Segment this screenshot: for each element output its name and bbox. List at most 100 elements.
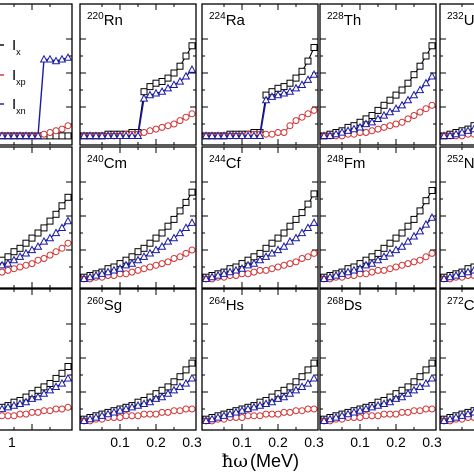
data-point-square (188, 359, 196, 367)
data-point-triangle (367, 117, 377, 126)
data-point-triangle (309, 70, 319, 78)
data-point-square (16, 244, 24, 252)
data-point-circle (380, 266, 388, 274)
data-point-circle (58, 405, 66, 413)
data-point-triangle (267, 248, 277, 257)
nucleus-label: 244Cf (209, 154, 242, 172)
data-point-circle (158, 123, 166, 131)
data-point-square (182, 52, 190, 60)
data-point-circle (416, 256, 424, 264)
panel-frame (0, 3, 73, 146)
nucleus-symbol: Fm (344, 155, 366, 172)
data-point-circle (40, 130, 48, 138)
panel-ticks (320, 147, 436, 288)
data-point-triangle (91, 131, 101, 139)
data-point-triangle (79, 274, 89, 282)
data-point-triangle (439, 416, 449, 424)
panel-p14: 252N (439, 146, 474, 289)
data-point-triangle (231, 131, 241, 139)
panel-frame (439, 288, 474, 431)
panel-p20 (0, 288, 73, 431)
x-tick-label: 0.1 (350, 434, 370, 450)
data-point-triangle (337, 269, 347, 277)
data-point-circle (28, 260, 36, 268)
data-point-triangle (225, 267, 235, 276)
data-point-triangle (27, 394, 37, 402)
data-point-circle (64, 122, 72, 130)
data-point-square (404, 79, 412, 87)
series-i-xp (0, 239, 72, 276)
data-point-circle (128, 268, 136, 276)
data-point-triangle (325, 272, 335, 281)
series-line (206, 74, 315, 137)
data-point-triangle (51, 382, 61, 390)
data-point-circle (152, 410, 160, 418)
data-point-circle (152, 125, 160, 133)
data-point-circle (310, 405, 318, 413)
data-point-triangle (157, 241, 167, 250)
x-tick-label: 1 (8, 434, 16, 450)
data-point-triangle (439, 274, 449, 282)
data-point-triangle (163, 389, 173, 397)
data-point-triangle (297, 228, 307, 237)
data-point-triangle (303, 75, 313, 83)
data-point-circle (392, 120, 400, 128)
data-point-triangle (445, 131, 455, 139)
data-point-triangle (261, 95, 271, 104)
panel-p10 (0, 146, 73, 289)
data-point-triangle (457, 127, 467, 136)
panel-ticks (13, 4, 72, 145)
data-point-circle (0, 412, 6, 420)
data-point-triangle (33, 241, 43, 250)
data-point-triangle (267, 92, 277, 100)
data-point-square (170, 378, 178, 386)
data-point-triangle (249, 258, 259, 267)
data-point-triangle (97, 131, 107, 139)
series-i-xn (0, 53, 73, 139)
data-point-circle (304, 253, 312, 261)
data-point-triangle (451, 129, 461, 138)
data-point-triangle (139, 93, 149, 102)
data-point-circle (188, 405, 196, 413)
data-point-square (34, 386, 42, 394)
data-point-circle (428, 249, 436, 257)
data-point-triangle (3, 131, 13, 139)
data-point-triangle (373, 400, 383, 409)
data-point-triangle (27, 245, 37, 254)
data-point-square (64, 193, 72, 201)
data-point-triangle (243, 131, 253, 139)
data-point-triangle (421, 219, 431, 228)
data-point-triangle (139, 252, 149, 260)
data-point-square (188, 188, 196, 196)
x-tick-label: 0.1 (110, 434, 130, 450)
data-point-triangle (273, 90, 283, 99)
data-point-triangle (57, 54, 67, 63)
data-point-triangle (181, 223, 191, 231)
nucleus-mass: 232 (447, 11, 464, 22)
data-point-circle (40, 407, 48, 415)
data-point-triangle (151, 394, 161, 402)
data-point-square (158, 229, 166, 237)
data-point-square (410, 71, 418, 79)
data-point-circle (416, 407, 424, 415)
data-point-triangle (51, 56, 61, 65)
panel-p11: 240Cm (79, 146, 197, 289)
data-point-circle (16, 410, 24, 418)
data-point-circle (22, 410, 30, 418)
panel-p22: 264Hs (201, 288, 319, 431)
data-point-square (134, 248, 142, 256)
data-point-circle (398, 408, 406, 416)
data-point-triangle (57, 223, 67, 231)
data-point-circle (46, 407, 54, 415)
panel-ticks (202, 289, 318, 430)
data-point-triangle (445, 414, 455, 423)
data-point-triangle (355, 406, 365, 414)
data-point-square (428, 187, 436, 194)
data-point-square (170, 215, 178, 223)
data-point-triangle (103, 409, 113, 418)
data-point-square (286, 79, 294, 87)
data-point-circle (0, 268, 6, 276)
nucleus-symbol: Rn (104, 12, 123, 29)
data-point-triangle (403, 95, 413, 104)
data-point-circle (140, 265, 148, 273)
